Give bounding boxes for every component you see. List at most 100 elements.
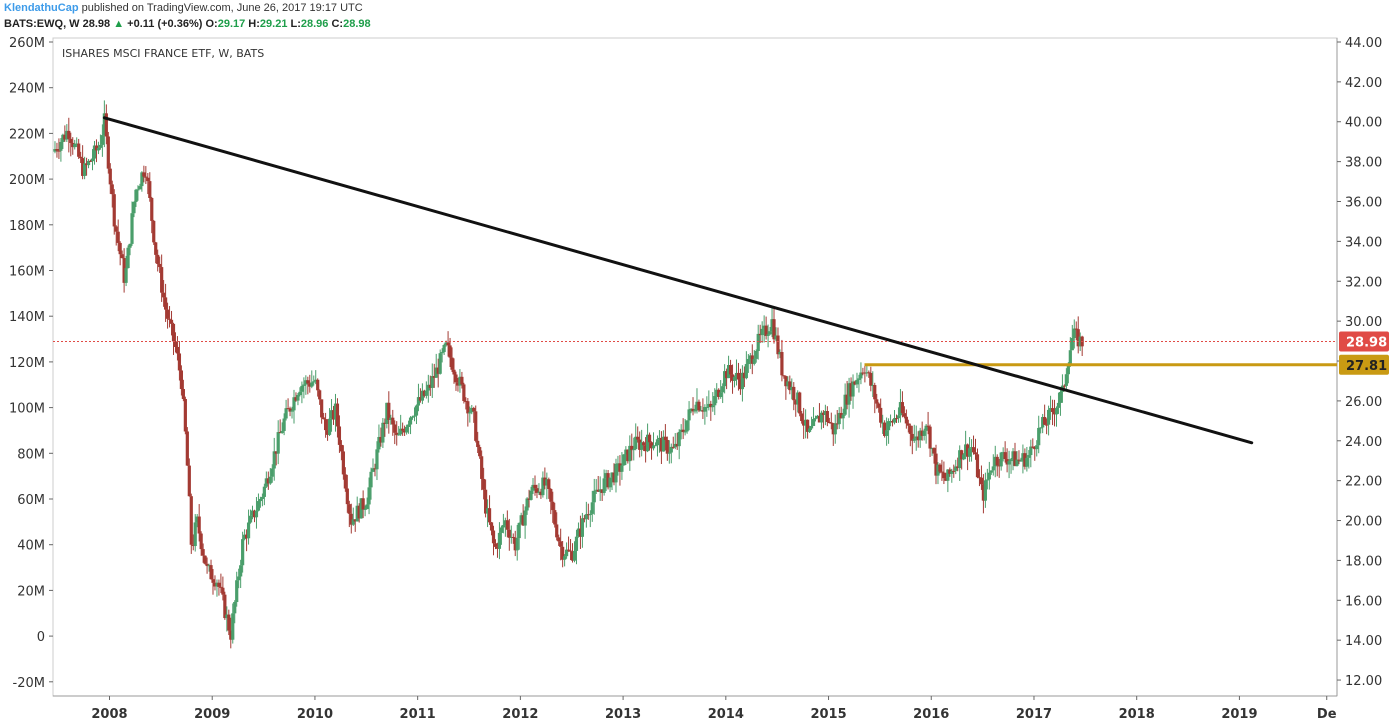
candle-body <box>442 344 446 353</box>
candle-body <box>482 478 486 490</box>
candle-body <box>762 325 766 329</box>
candle-body <box>655 439 660 446</box>
candle-body <box>262 486 266 497</box>
candle-body <box>647 434 652 443</box>
candle-body <box>343 474 347 489</box>
candle-body <box>179 370 183 390</box>
candle-body <box>1009 459 1013 462</box>
candle-body <box>436 367 440 374</box>
candle-body <box>742 372 746 379</box>
candle-body <box>948 469 952 474</box>
candle-body <box>531 484 535 491</box>
candle-body <box>250 510 255 516</box>
candle-body <box>274 451 278 454</box>
candle-body <box>404 426 409 433</box>
price-tick-label: 34.00 <box>1345 235 1382 250</box>
candle-body <box>576 528 581 537</box>
candle-body <box>63 134 67 140</box>
candle-body <box>738 379 743 390</box>
candle-body <box>1043 417 1047 425</box>
candle-body <box>478 447 482 457</box>
candle-body <box>758 333 762 336</box>
candle-body <box>67 130 71 139</box>
candle-body <box>912 438 916 441</box>
time-tick-label: 2009 <box>194 707 230 722</box>
candle-body <box>962 454 966 460</box>
candle-body <box>203 555 207 564</box>
candle-body <box>624 449 628 455</box>
candle-body <box>1027 455 1031 458</box>
candle-body <box>493 543 498 547</box>
candle-body <box>286 408 290 410</box>
candle-body <box>416 397 421 406</box>
candle-body <box>375 449 379 470</box>
candle-body <box>497 532 502 549</box>
candle-body <box>345 488 349 505</box>
candle-body <box>960 450 964 460</box>
candle-body <box>981 484 986 501</box>
candle-body <box>152 220 156 243</box>
volume-tick-label: 0 <box>37 630 45 645</box>
candle-body <box>308 383 312 387</box>
candle-body <box>584 514 588 520</box>
candle-body <box>84 163 89 166</box>
candle-body <box>377 436 381 450</box>
candle-body <box>507 529 511 538</box>
candle-body <box>693 409 697 412</box>
candle-body <box>839 412 843 419</box>
candle-body <box>140 172 144 187</box>
time-axis[interactable]: 2008 2009 2010 2011 2012 2013 2014 2015 2016 2017… <box>91 696 1337 722</box>
candle-body <box>618 463 622 472</box>
candle-body <box>703 407 707 412</box>
candle-body <box>705 406 709 408</box>
candle-body <box>772 319 776 340</box>
last-value: 28.98 <box>82 18 111 30</box>
candle-body <box>784 376 788 387</box>
candle-body <box>69 138 73 143</box>
candle-body <box>466 401 470 414</box>
candle-body <box>205 563 209 567</box>
candle-body <box>831 423 835 435</box>
candle-body <box>335 403 340 427</box>
candle-body <box>132 201 136 214</box>
author-link[interactable]: KlendathuCap <box>4 2 79 14</box>
up-arrow-icon: ▲ <box>113 18 125 30</box>
candle-body <box>450 357 454 370</box>
candle-body <box>347 504 351 514</box>
candle-body <box>879 407 883 423</box>
candle-body <box>920 430 924 436</box>
candle-body <box>329 410 334 419</box>
candle-body <box>835 423 839 425</box>
candle-body <box>278 432 282 434</box>
symbol-line: BATS:EWQ, W 28.98 ▲ +0.11 (+0.36%) O:29.… <box>4 18 371 30</box>
candle-body <box>501 525 505 528</box>
candle-body <box>977 477 982 479</box>
candle-body <box>324 419 328 431</box>
candle-body <box>817 415 822 423</box>
candle-body <box>535 488 539 493</box>
candle-body <box>600 489 604 493</box>
candle-body <box>774 335 778 340</box>
candle-body <box>715 389 719 397</box>
candle-body <box>167 318 172 320</box>
candle-body <box>142 172 146 177</box>
candle-body <box>640 442 644 450</box>
candle-body <box>73 143 77 148</box>
trend-line[interactable] <box>102 116 1254 445</box>
candle-body <box>185 431 189 466</box>
candle-body <box>805 419 810 432</box>
candle-body <box>549 488 553 502</box>
candle-body <box>732 376 737 381</box>
symbol-label[interactable]: BATS:EWQ, W <box>4 18 80 30</box>
candle-body <box>815 415 820 419</box>
candle-body <box>509 536 513 538</box>
candle-body <box>300 385 304 392</box>
open-value: 29.17 <box>217 18 246 30</box>
candle-body <box>1072 328 1076 338</box>
candle-body <box>128 243 132 248</box>
candle-body <box>81 158 85 176</box>
candle-body <box>83 163 87 176</box>
candle-body <box>1007 461 1011 465</box>
candle-body <box>809 425 814 429</box>
